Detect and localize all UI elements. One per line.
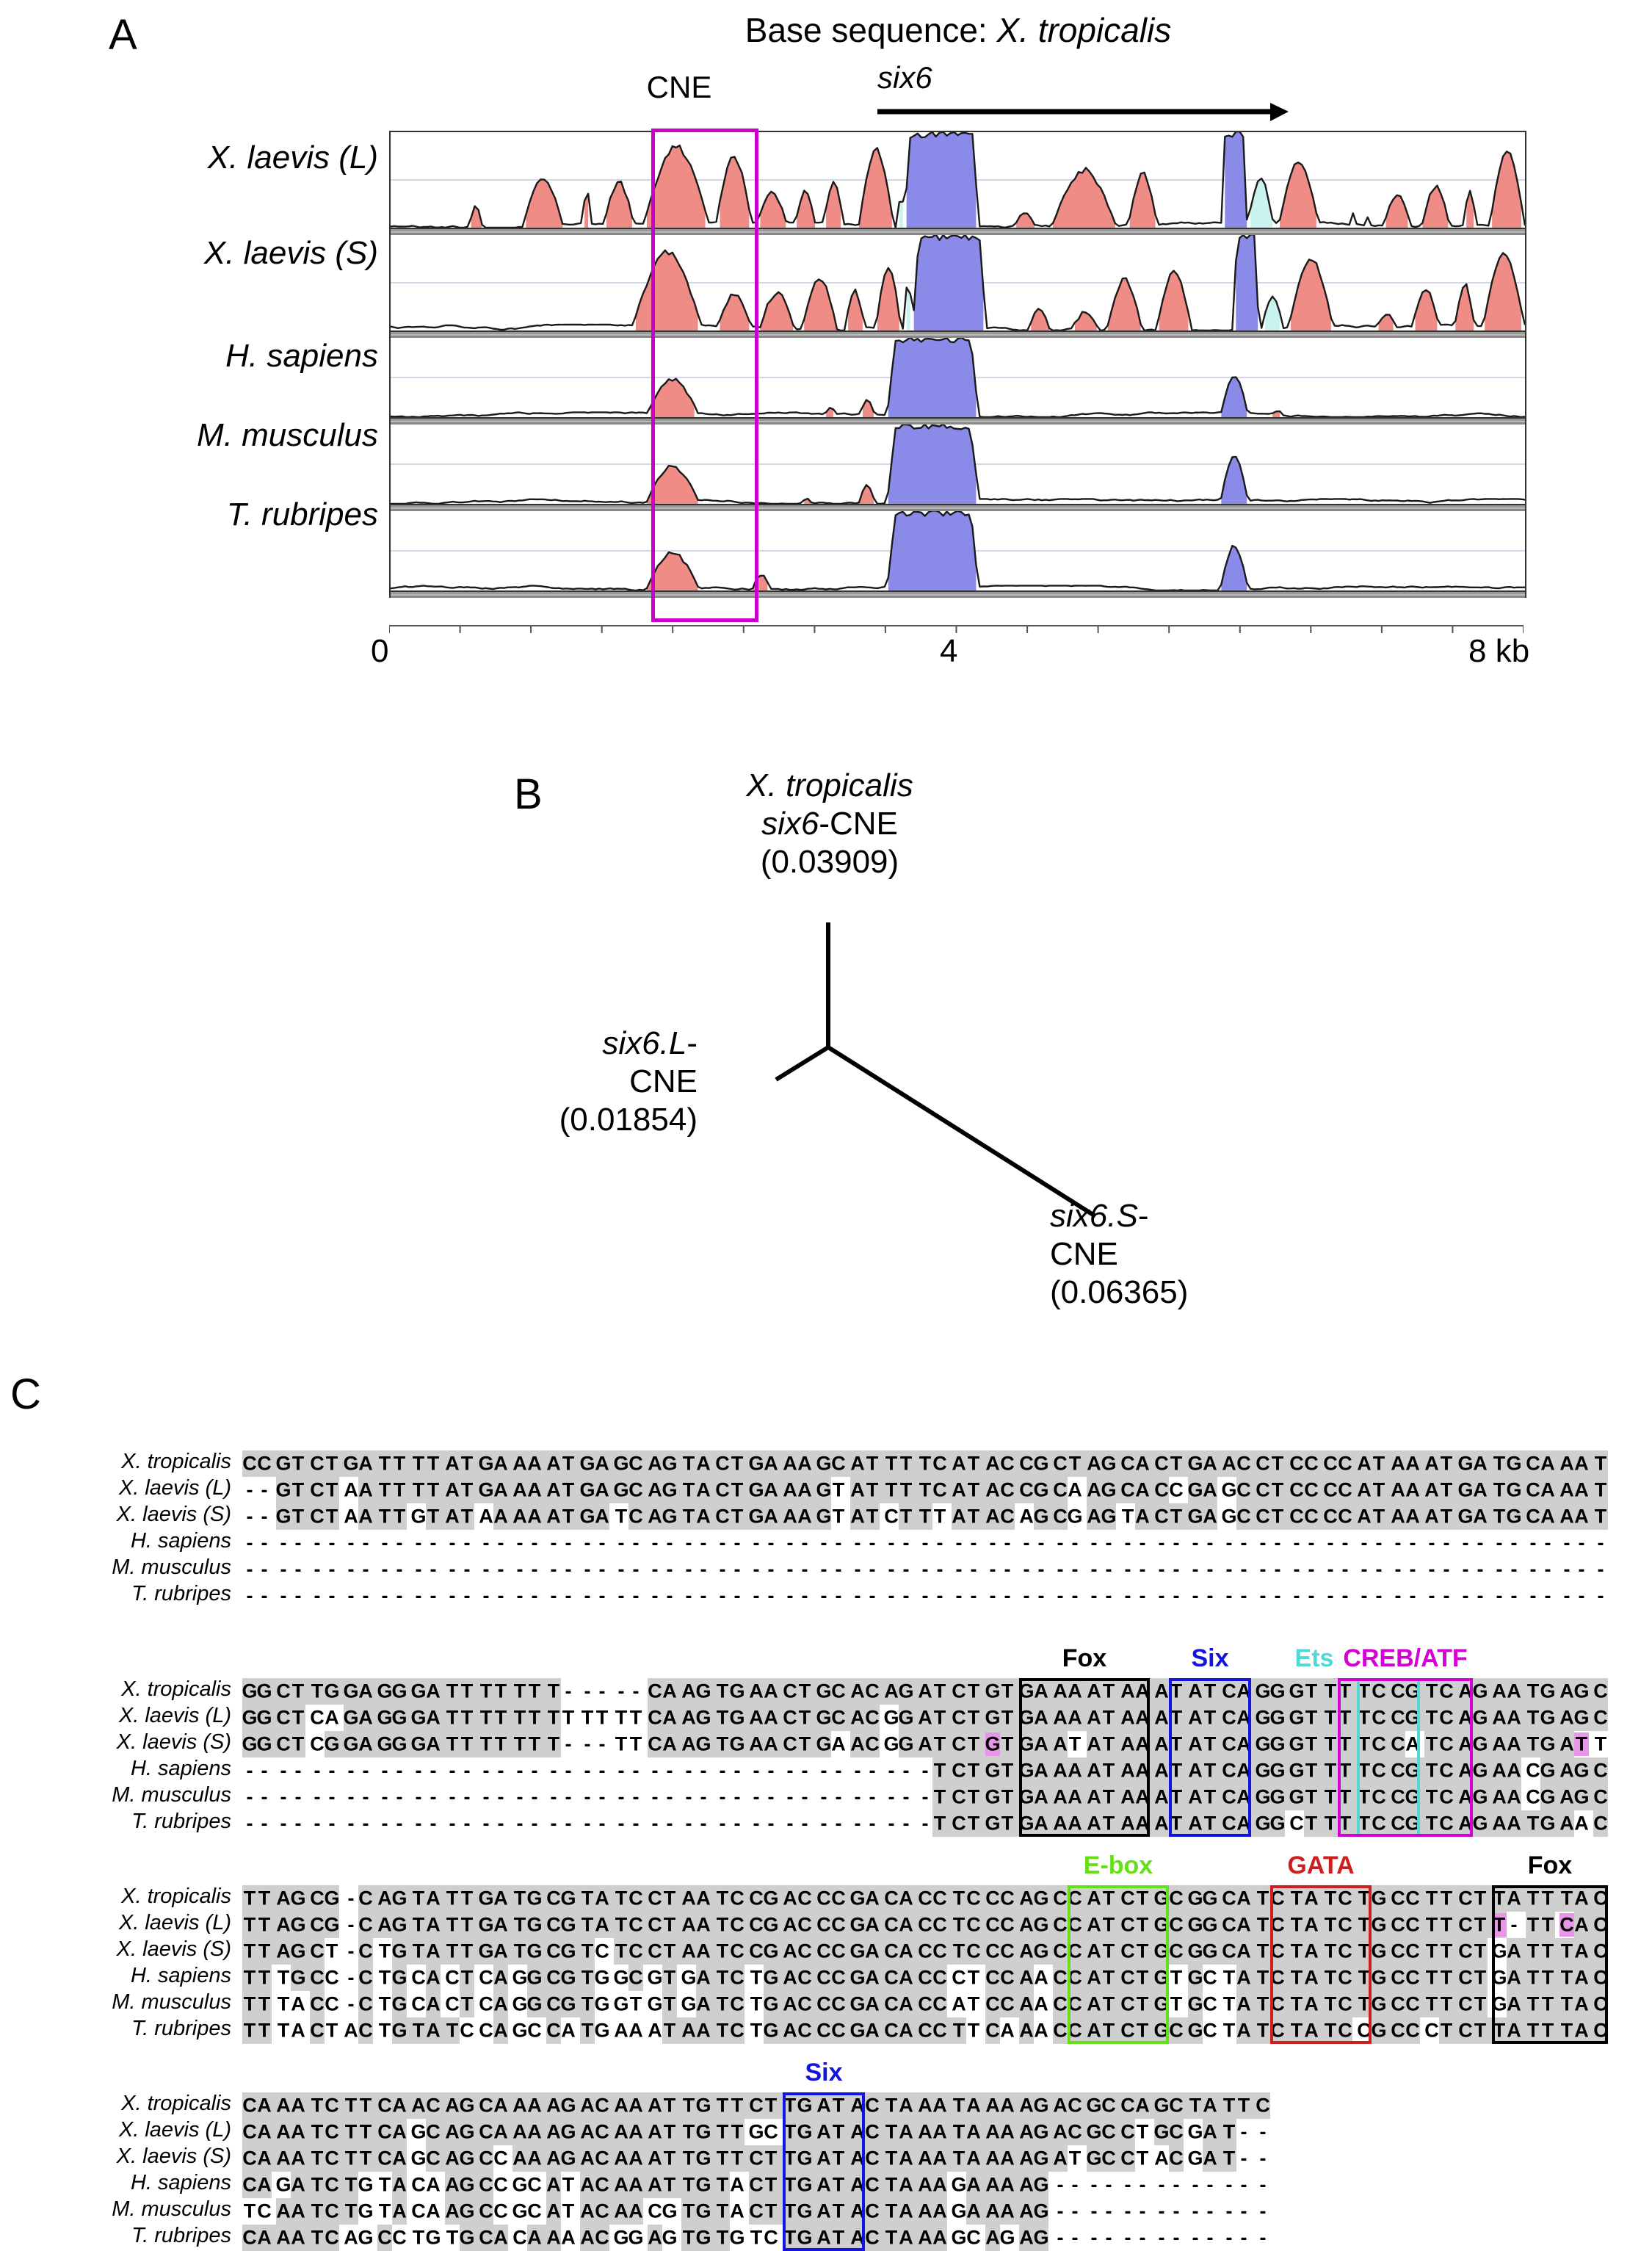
svg-text:CAAATCTTCAGCAGCAAAAGACAAATTGTT: CAAATCTTCAGCAGCAAAAGACAAATTGTTGCTGATACTA…	[242, 2120, 1266, 2142]
svg-text:TCAATCTGTACAAGCCGCATACAACGTGTA: TCAATCTGTACAAGCCGCATACAACGTGTACTTGATACTA…	[244, 2200, 1267, 2222]
svg-text:CAAATCAGCCTGTGCACAAAACGGAGTGTG: CAAATCAGCCTGTGCACAAAACGGAGTGTGTCTGATACTA…	[242, 2226, 1266, 2248]
svg-text:--GTCTAATTGTATAAAAATGATCAGTACT: --GTCTAATTGTATAAAAATGATCAGTACTGAAAGTATCT…	[247, 1505, 1607, 1527]
svg-text:--GTCTAATTTTATGAAAATGAGCAGTACT: --GTCTAATTTTATGAAAATGAGCAGTACTGAAAGTATTT…	[247, 1478, 1607, 1500]
svg-text:CAAATCTTCAGCAGCCAAAGACAAATTGTT: CAAATCTTCAGCAGCCAAAGACAAATTGTTCTTGATACTA…	[242, 2147, 1266, 2169]
svg-text:TTTGCC-CTGCACTCAGGCGTGGCGTGATC: TTTGCC-CTGCACTCAGGCGTGGCGTGATCTGACCCGACA…	[244, 1966, 1608, 1988]
svg-text:TTTACC-CTGCACTCAGGCGTGGTGTGATC: TTTACC-CTGCACTCAGGCGTGGTGTGATCTGACCCGACA…	[244, 1992, 1608, 2015]
svg-text:TTAGCG-CAGTATTGATGCGTATCCTAATC: TTAGCG-CAGTATTGATGCGTATCCTAATCCGACCCGACA…	[244, 1887, 1608, 1909]
svg-text:CCGTCTGATTTTATGAAAATGAGCAGTACT: CCGTCTGATTTTATGAAAATGAGCAGTACTGAAAGCATTT…	[242, 1452, 1607, 1474]
svg-text:TTAGCG-CAGTATTGATGCGTATCCTAATC: TTAGCG-CAGTATTGATGCGTATCCTAATCCGACCCGACA…	[244, 1913, 1608, 1935]
svg-text:------------------------------: ----------------------------------------…	[247, 1531, 1604, 1553]
svg-text:------------------------------: ----------------------------------------…	[247, 1558, 1604, 1580]
svg-text:TTAGCT-CTGTATTGATGCGTCTCCTAATC: TTAGCT-CTGTATTGATGCGTCTCCTAATCCGACCCGACA…	[244, 1940, 1608, 1962]
svg-text:------------------------------: ----------------------------------------…	[247, 1584, 1604, 1606]
svg-text:CAGATCTGTACAAGCCGCATACAAATTGTA: CAGATCTGTACAAGCCGCATACAAATTGTACTTGATACTA…	[242, 2173, 1266, 2195]
svg-text:TTTACTACTGTATCCAGCCATGAAATAATC: TTTACTACTGTATCCAGCCATGAAATAATCTGACCCGACA…	[244, 2019, 1608, 2041]
